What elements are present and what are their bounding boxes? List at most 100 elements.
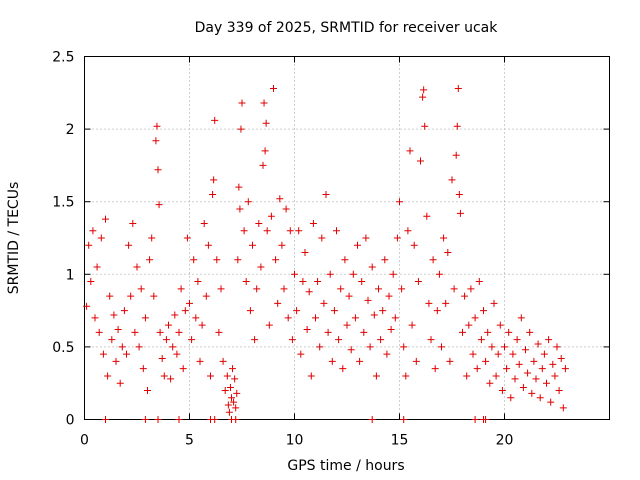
data-point — [406, 147, 414, 155]
data-point — [237, 125, 245, 133]
data-point — [99, 350, 107, 358]
data-point — [175, 416, 183, 423]
data-point — [261, 147, 269, 155]
data-point — [316, 343, 324, 351]
data-point — [389, 270, 397, 278]
data-point — [169, 343, 177, 351]
data-point — [154, 416, 162, 423]
data-point — [517, 314, 525, 322]
data-point — [532, 375, 540, 383]
grid-lines — [84, 56, 610, 420]
data-point — [106, 292, 114, 300]
data-point — [129, 219, 137, 227]
data-point — [123, 350, 130, 358]
data-point — [190, 256, 198, 264]
data-point — [288, 336, 296, 344]
data-point — [423, 212, 431, 220]
data-point — [235, 183, 243, 191]
data-point — [293, 307, 301, 315]
data-point — [211, 116, 219, 124]
data-point — [233, 389, 241, 397]
data-point — [167, 375, 175, 383]
data-point — [204, 241, 212, 249]
data-point — [116, 379, 124, 387]
x-tick-label: 15 — [391, 433, 409, 449]
data-point — [345, 292, 353, 300]
data-point — [183, 234, 191, 242]
data-point — [251, 336, 259, 344]
data-point — [131, 328, 139, 336]
data-point — [444, 249, 452, 257]
data-point — [515, 360, 523, 368]
chart-title: Day 339 of 2025, SRMTID for receiver uca… — [195, 20, 499, 36]
data-point — [291, 270, 298, 278]
data-point — [309, 219, 317, 227]
data-point — [400, 343, 408, 351]
data-point — [349, 270, 357, 278]
data-point — [127, 292, 135, 300]
data-point — [133, 263, 141, 271]
data-point — [152, 137, 160, 145]
data-point — [559, 404, 567, 412]
data-point — [484, 328, 492, 336]
data-point — [358, 278, 366, 286]
data-point — [383, 350, 391, 358]
data-point — [267, 212, 275, 220]
data-point — [108, 336, 116, 344]
data-point — [91, 314, 99, 322]
data-point — [198, 321, 206, 329]
data-point — [238, 99, 246, 107]
data-point — [442, 299, 450, 307]
data-point — [490, 299, 498, 307]
data-point — [192, 314, 200, 322]
data-point — [414, 278, 422, 286]
data-point — [328, 357, 336, 365]
data-point — [450, 285, 458, 293]
data-point — [257, 263, 265, 271]
data-point — [297, 350, 305, 358]
y-tick-label: 2 — [66, 122, 75, 138]
data-point — [135, 343, 143, 351]
data-point — [217, 285, 225, 293]
data-point — [221, 386, 229, 394]
data-point — [141, 314, 149, 322]
data-point — [165, 321, 172, 329]
data-point — [477, 336, 485, 344]
data-point — [561, 365, 569, 373]
data-point — [469, 350, 477, 358]
data-point — [475, 278, 483, 286]
data-point — [155, 201, 163, 209]
data-point — [351, 314, 359, 322]
data-point — [455, 190, 463, 198]
data-point — [255, 219, 263, 227]
data-point — [440, 234, 448, 242]
data-point — [186, 299, 193, 307]
data-point — [509, 350, 517, 358]
data-point — [188, 336, 196, 344]
data-point — [259, 161, 267, 169]
data-point — [284, 314, 292, 322]
data-point — [482, 357, 490, 365]
data-point — [156, 328, 164, 336]
data-point — [420, 86, 428, 94]
data-point — [410, 241, 418, 249]
data-point — [364, 296, 372, 304]
data-point — [494, 350, 502, 358]
data-point — [354, 241, 361, 249]
data-point — [162, 336, 170, 344]
y-tick-label: 0 — [66, 413, 75, 429]
data-point — [125, 241, 133, 249]
data-point — [209, 190, 217, 198]
data-point — [232, 404, 240, 412]
data-point — [507, 394, 515, 402]
data-point — [177, 285, 185, 293]
data-point — [202, 292, 210, 300]
data-point — [519, 384, 527, 392]
data-point — [210, 176, 218, 184]
data-point — [467, 285, 475, 293]
axis-ticks: 0 0.5 1 1.5 2 2.5 0 5 10 15 20 — [52, 50, 610, 449]
data-point — [231, 375, 239, 383]
data-point — [83, 302, 91, 310]
data-point — [549, 360, 557, 368]
